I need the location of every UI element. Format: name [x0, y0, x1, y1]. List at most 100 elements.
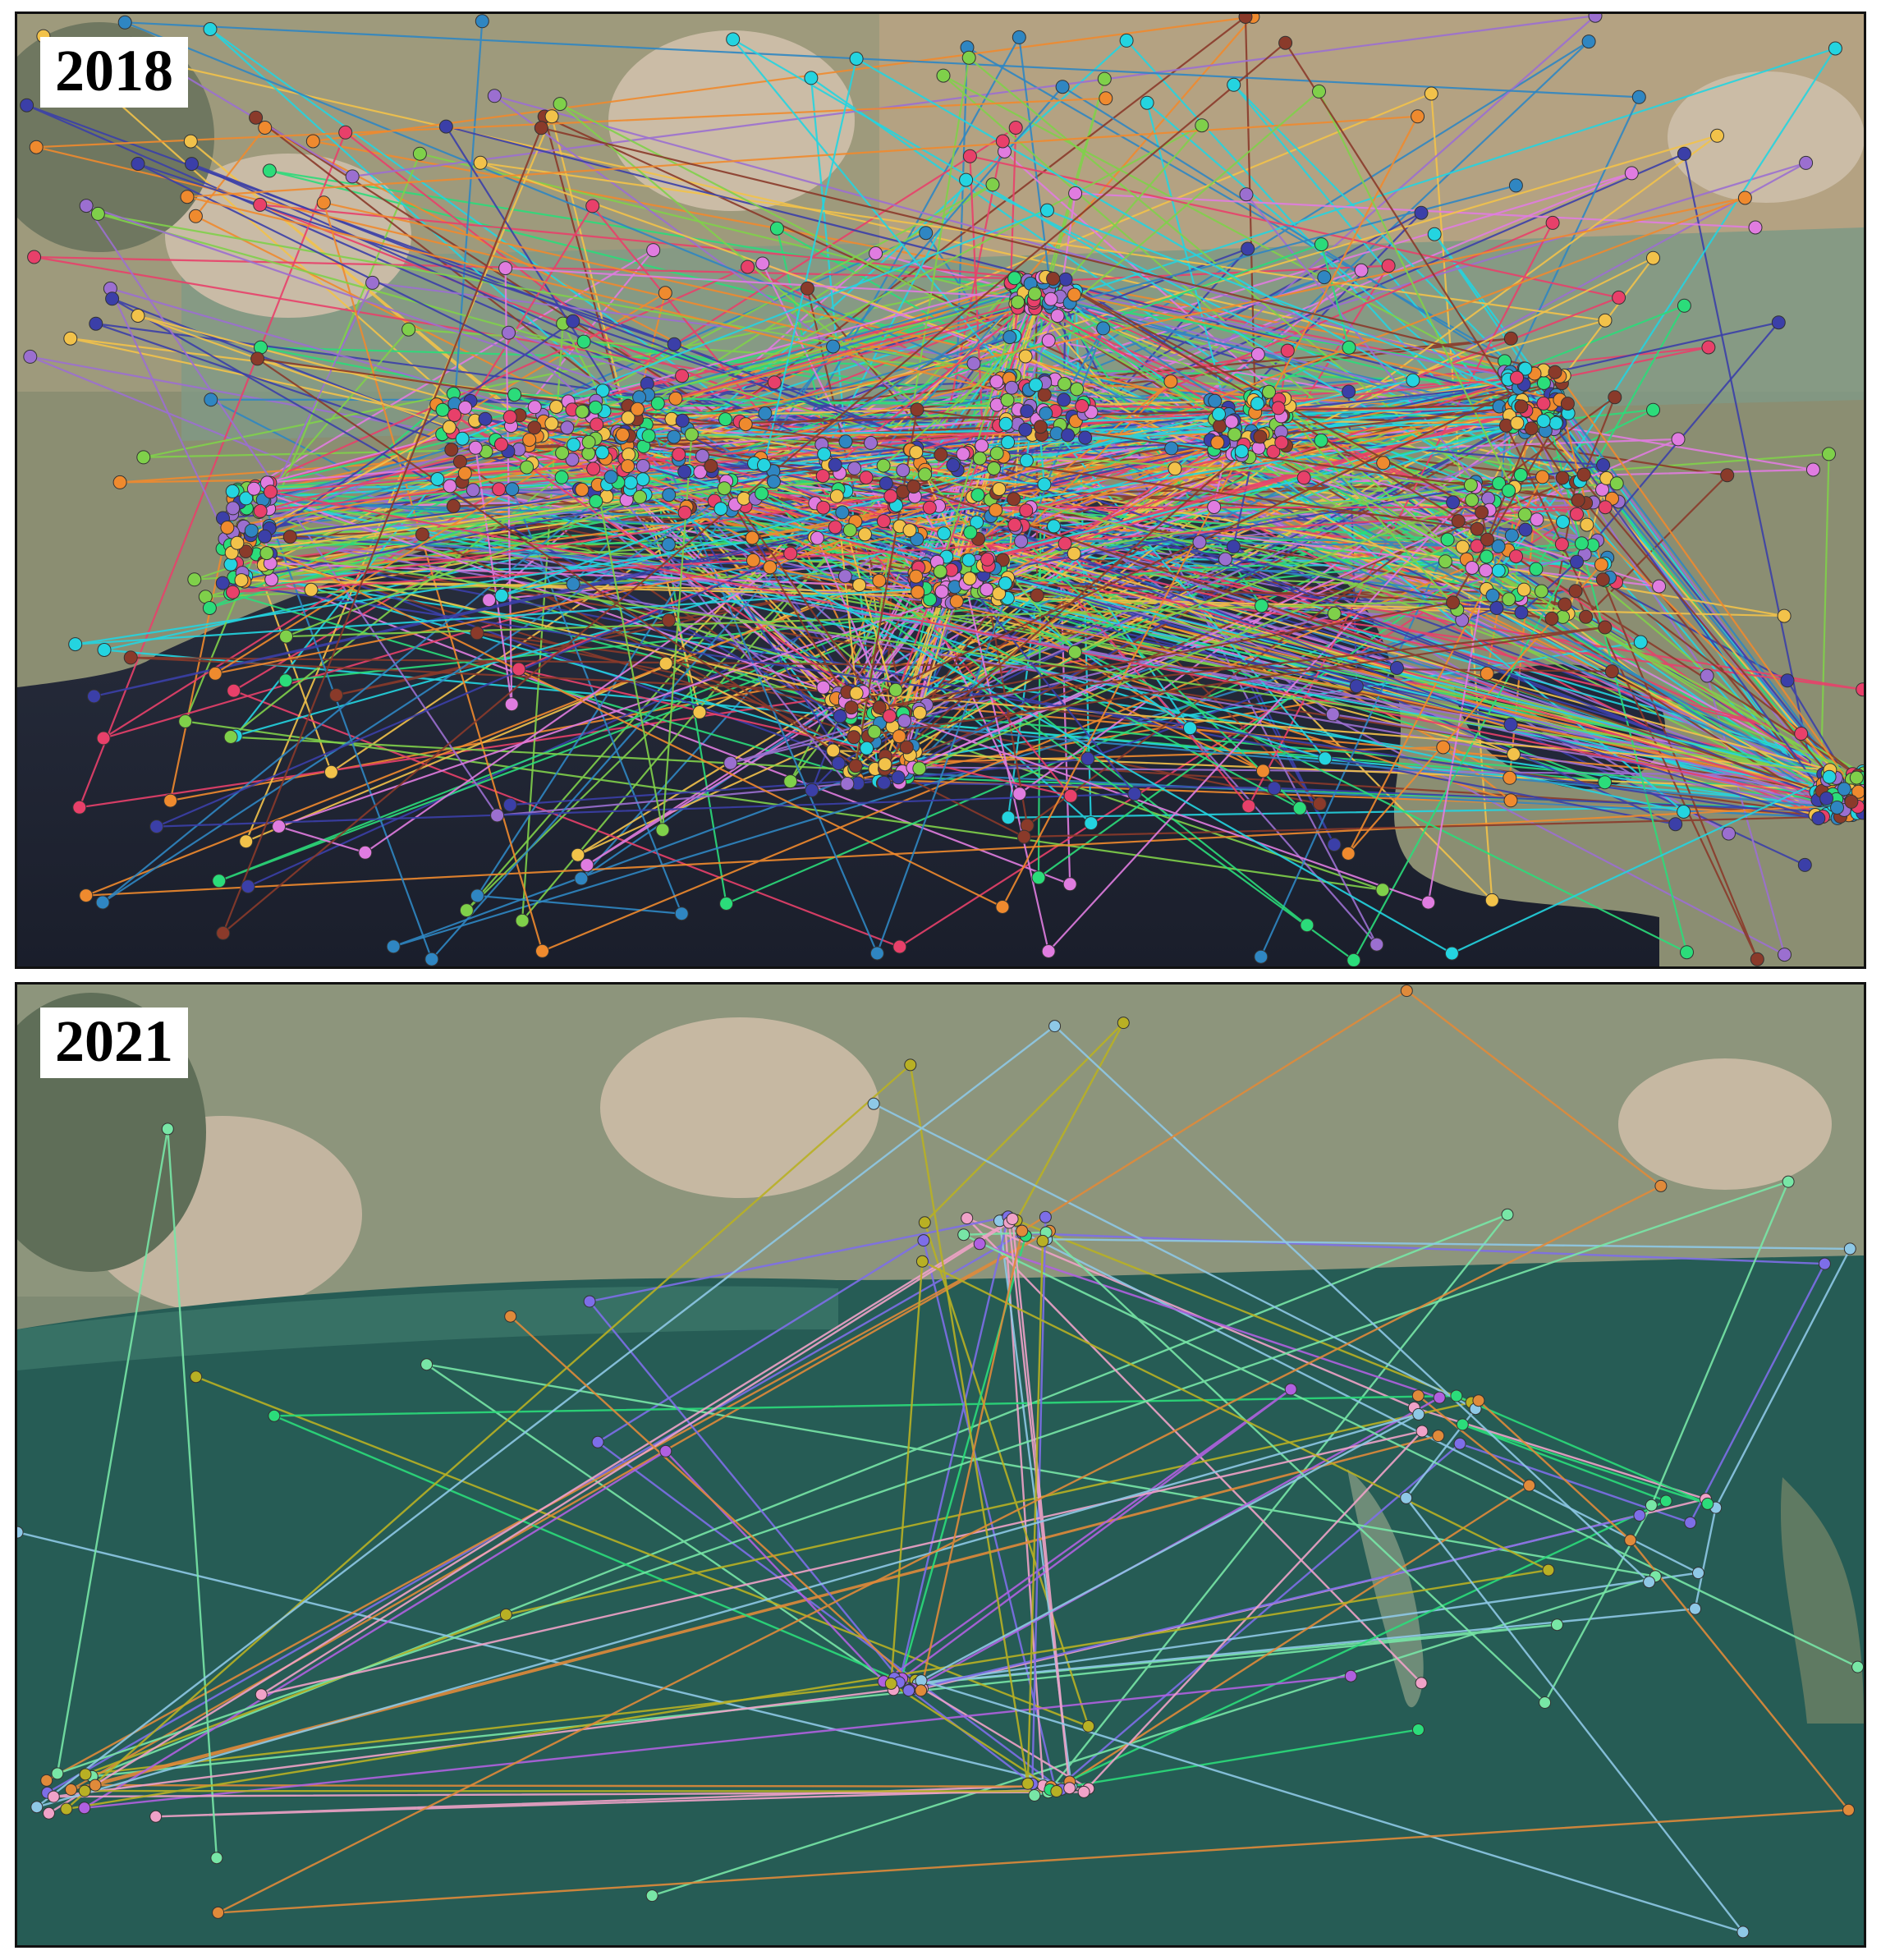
gps-fix-point — [1633, 1509, 1646, 1522]
track-line — [266, 90, 1857, 830]
gps-fix-point — [1001, 435, 1016, 450]
gps-fix-point — [444, 443, 459, 457]
gps-fix-point — [1048, 1020, 1062, 1033]
gps-fix-point — [675, 369, 690, 383]
gps-fix-point — [667, 337, 681, 351]
gps-fix-point — [576, 334, 591, 349]
gps-fix-point — [149, 1810, 163, 1823]
gps-fix-point — [1624, 166, 1639, 181]
gps-fix-point — [97, 643, 112, 657]
map-panel-2021: 2021 — [15, 982, 1866, 1948]
gps-fix-point — [1504, 528, 1519, 543]
gps-fix-point — [1456, 1418, 1469, 1431]
gps-fix-point — [502, 325, 516, 340]
gps-fix-point — [47, 1790, 60, 1803]
gps-fix-point — [704, 459, 718, 473]
gps-fix-point — [447, 408, 461, 422]
gps-fix-point — [230, 535, 245, 550]
gps-fix-point — [934, 448, 948, 462]
gps-fix-point — [466, 483, 480, 498]
gps-fix-point — [1652, 579, 1667, 594]
gps-fix-point — [1082, 1719, 1095, 1733]
village-central — [600, 1017, 879, 1198]
gps-fix-point — [1266, 444, 1281, 459]
gps-fix-point — [1019, 453, 1034, 468]
gps-fix-point — [828, 520, 842, 535]
gps-fix-point — [892, 729, 906, 744]
gps-fix-point — [1314, 237, 1328, 252]
gps-fix-point — [915, 1255, 929, 1268]
gps-fix-point — [544, 416, 559, 431]
gps-fix-point — [478, 411, 493, 426]
gps-fix-point — [869, 246, 883, 260]
gps-fix-point — [1778, 948, 1792, 962]
gps-fix-point — [1513, 468, 1528, 482]
gps-fix-point — [872, 700, 887, 714]
gps-fix-point — [992, 586, 1007, 601]
gps-fix-point — [1007, 271, 1022, 286]
gps-fix-point — [1837, 782, 1851, 796]
gps-fix-point — [815, 469, 830, 484]
gps-fix-point — [621, 459, 635, 474]
gps-fix-point — [684, 427, 699, 442]
gps-fix-point — [1218, 552, 1232, 567]
gps-fix-point — [262, 163, 277, 178]
track-line — [232, 299, 1859, 808]
gps-fix-point — [1624, 1534, 1637, 1547]
year-label-2021: 2021 — [40, 1008, 188, 1078]
gps-fix-point — [1001, 810, 1016, 825]
gps-fix-point — [1554, 537, 1569, 552]
gps-fix-point — [1020, 404, 1035, 419]
gps-fix-point — [1227, 77, 1241, 92]
gps-fix-point — [470, 626, 484, 640]
gps-fix-point — [226, 585, 240, 599]
gps-fix-point — [1692, 1567, 1704, 1580]
gps-fix-point — [1400, 1491, 1413, 1504]
gps-fix-point — [435, 402, 450, 417]
gps-fix-point — [1239, 187, 1254, 202]
gps-fix-point — [112, 475, 127, 489]
gps-fix-point — [1267, 781, 1282, 796]
gps-fix-point — [1438, 554, 1452, 569]
gps-fixes-2018 — [20, 14, 1864, 966]
gps-fix-point — [1271, 401, 1286, 415]
gps-fix-point — [457, 466, 472, 480]
gps-fix-point — [623, 475, 638, 490]
gps-fix-point — [1851, 784, 1864, 799]
gps-fix-point — [1253, 429, 1268, 444]
gps-fix-point — [505, 482, 520, 497]
gps-fix-point — [580, 858, 594, 872]
gps-fix-point — [345, 169, 360, 184]
island-spit — [1347, 1469, 1424, 1708]
gps-fix-point — [1278, 35, 1293, 50]
gps-fix-point — [632, 390, 647, 405]
gps-fix-point — [1579, 609, 1593, 624]
gps-fix-point — [1580, 517, 1594, 532]
gps-fix-point — [1164, 441, 1179, 456]
gps-fix-point — [455, 431, 470, 446]
gps-fix-point — [1510, 415, 1525, 430]
gps-fix-point — [212, 1906, 225, 1919]
gps-fix-point — [1646, 250, 1660, 265]
gps-fix-point — [401, 322, 416, 337]
gps-fix-point — [566, 314, 580, 328]
gps-fix-point — [1811, 811, 1826, 826]
gps-fix-point — [1536, 414, 1551, 429]
gps-fix-point — [659, 1444, 672, 1457]
gps-fix-point — [918, 467, 933, 482]
gps-fix-point — [566, 576, 580, 591]
gps-fix-point — [767, 375, 782, 390]
gps-fix-point — [249, 110, 264, 125]
gps-fix-point — [565, 452, 580, 467]
gps-fix-point — [1347, 952, 1361, 966]
gps-fix-point — [755, 256, 770, 271]
gps-fix-point — [1061, 428, 1076, 443]
gps-fix-point — [90, 206, 105, 221]
gps-fix-point — [1029, 378, 1043, 392]
gps-fix-point — [677, 464, 692, 479]
gps-fix-point — [1501, 1208, 1514, 1221]
gps-fix-point — [892, 939, 907, 954]
gps-fix-point — [1414, 205, 1429, 220]
gps-fix-point — [560, 420, 575, 435]
gps-fix-point — [1234, 444, 1249, 459]
